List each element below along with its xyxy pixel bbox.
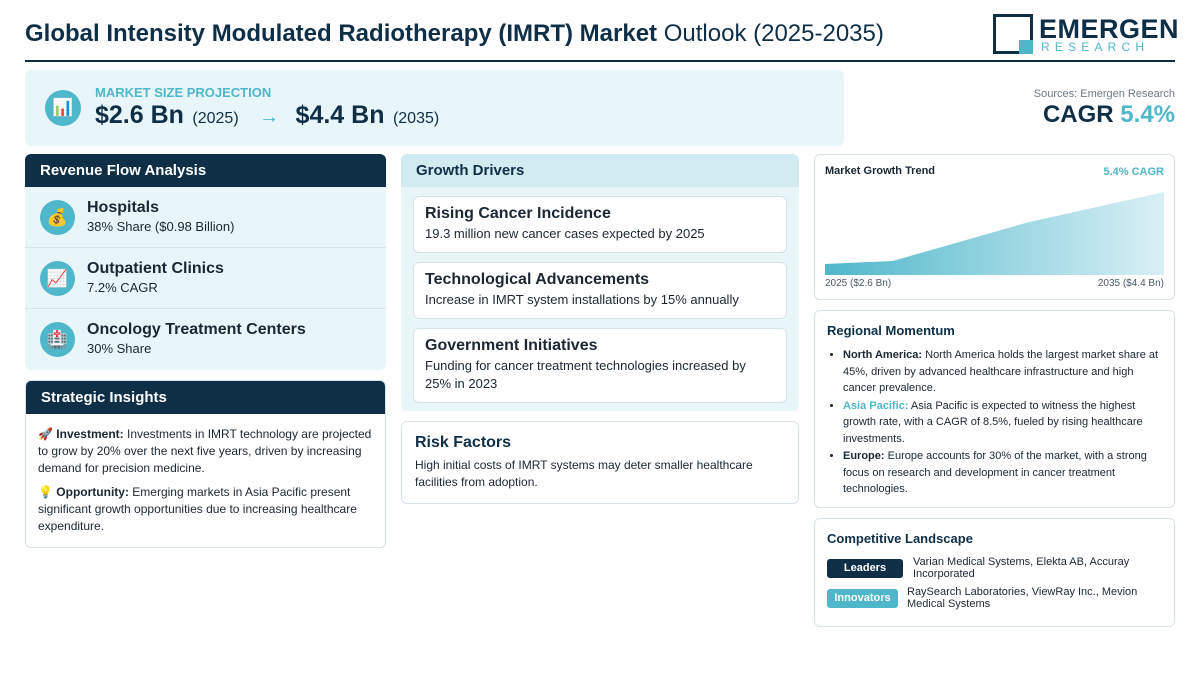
innovators-names: RaySearch Laboratories, ViewRay Inc., Me… (907, 586, 1138, 610)
region-label: Europe: (843, 450, 885, 462)
start-value: $2.6 Bn (95, 101, 184, 129)
market-size-panel: 📊 MARKET SIZE PROJECTION $2.6 Bn (2025) … (25, 70, 844, 146)
region-europe: Europe: Europe accounts for 30% of the m… (843, 448, 1162, 498)
emergen-logo: EMERGEN RESEARCH (993, 14, 1179, 56)
revenue-item-detail: 30% Share (87, 341, 152, 356)
end-value: $4.4 Bn (295, 101, 385, 129)
revenue-flow-title: Revenue Flow Analysis (25, 154, 386, 187)
end-year: (2035) (392, 110, 440, 127)
regional-momentum-title: Regional Momentum (827, 323, 955, 338)
region-label: Asia Pacific: (843, 399, 909, 412)
driver-government-initiatives: Government Initiatives Funding for cance… (413, 328, 787, 403)
trend-start-label: 2025 ($2.6 Bn) (825, 278, 892, 289)
region-text: Asia Pacific is expected to witness the … (843, 399, 1143, 445)
cagr-value: 5.4% (1120, 101, 1175, 128)
region-text: North America holds the largest market s… (843, 349, 1159, 394)
rocket-icon: 🚀 (38, 427, 53, 441)
market-size-label: MARKET SIZE PROJECTION (95, 85, 272, 100)
regional-momentum-card: Regional Momentum North America: North A… (814, 310, 1175, 508)
page-title: Global Intensity Modulated Radiotherapy … (25, 20, 884, 48)
insight-label: Investment: (56, 427, 124, 441)
strategic-insights-card: Strategic Insights 🚀 Investment: Investm… (25, 380, 386, 548)
insight-text: Emerging markets in Asia Pacific present… (38, 485, 357, 533)
insight-text: Investments in IMRT technology are proje… (38, 427, 372, 475)
region-text: Europe accounts for 30% of the market, w… (843, 450, 1147, 495)
revenue-item-name: Oncology Treatment Centers (87, 321, 306, 338)
revenue-item-name: Hospitals (87, 199, 160, 216)
risk-factors-title: Risk Factors (415, 434, 512, 451)
logo-text-sub: RESEARCH (1041, 40, 1150, 54)
market-trend-chart (825, 192, 1164, 275)
revenue-item-detail: 7.2% CAGR (87, 280, 158, 295)
market-trend-title: Market Growth Trend (825, 165, 936, 177)
competitive-landscape-card: Competitive Landscape Leaders Varian Med… (814, 518, 1175, 627)
hospital-icon: 🏥 (40, 322, 75, 357)
trend-chart-icon: 📈 (40, 261, 75, 296)
cagr-summary: Sources: Emergen Research CAGR 5.4% (1034, 88, 1175, 129)
driver-name: Rising Cancer Incidence (425, 205, 611, 222)
region-north-america: North America: North America holds the l… (843, 347, 1162, 397)
market-trend-cagr: 5.4% CAGR (1103, 166, 1164, 178)
leaders-row: Leaders Varian Medical Systems, Elekta A… (827, 556, 1167, 582)
growth-drivers-title: Growth Drivers (401, 154, 799, 187)
logo-mark-icon (993, 14, 1033, 54)
arrow-right-icon: → (259, 106, 280, 128)
insight-label: Opportunity: (56, 485, 129, 499)
cagr-headline: CAGR 5.4% (1034, 101, 1175, 129)
revenue-item-hospitals: 💰 Hospitals 38% Share ($0.98 Billion) (25, 187, 386, 248)
driver-name: Government Initiatives (425, 337, 598, 354)
revenue-item-oncology: 🏥 Oncology Treatment Centers 30% Share (25, 309, 386, 370)
revenue-item-name: Outpatient Clinics (87, 260, 224, 277)
lightbulb-icon: 💡 (38, 485, 53, 499)
competitive-landscape-title: Competitive Landscape (827, 531, 973, 546)
region-asia-pacific: Asia Pacific: Asia Pacific is expected t… (843, 398, 1162, 448)
leaders-names: Varian Medical Systems, Elekta AB, Accur… (913, 556, 1130, 580)
market-size-values: $2.6 Bn (2025) → $4.4 Bn (2035) (95, 101, 439, 130)
risk-factors-text: High initial costs of IMRT systems may d… (415, 458, 753, 489)
risk-factors-card: Risk Factors High initial costs of IMRT … (401, 421, 799, 504)
innovators-row: Innovators RaySearch Laboratories, ViewR… (827, 586, 1167, 612)
money-bag-icon: 💰 (40, 200, 75, 235)
trend-area-series (825, 192, 1164, 275)
insight-investment: 🚀 Investment: Investments in IMRT techno… (38, 426, 373, 477)
revenue-flow-card: Revenue Flow Analysis 💰 Hospitals 38% Sh… (25, 154, 386, 370)
logo-text-main: EMERGEN (1039, 14, 1180, 44)
growth-drivers-card: Growth Drivers Rising Cancer Incidence 1… (401, 154, 799, 411)
page-header: Global Intensity Modulated Radiotherapy … (25, 12, 1179, 62)
insight-opportunity: 💡 Opportunity: Emerging markets in Asia … (38, 484, 373, 535)
trend-end-label: 2035 ($4.4 Bn) (1097, 278, 1164, 289)
strategic-insights-body: 🚀 Investment: Investments in IMRT techno… (26, 414, 385, 535)
regional-list: North America: North America holds the l… (827, 347, 1162, 498)
page-title-light: Outlook (2025-2035) (663, 20, 884, 47)
driver-tech-advancements: Technological Advancements Increase in I… (413, 262, 787, 319)
driver-cancer-incidence: Rising Cancer Incidence 19.3 million new… (413, 196, 787, 253)
leaders-badge: Leaders (827, 559, 903, 578)
innovators-badge: Innovators (827, 589, 898, 608)
strategic-insights-title: Strategic Insights (26, 381, 385, 414)
driver-text: Increase in IMRT system installations by… (425, 292, 739, 307)
start-year: (2025) (192, 110, 239, 127)
driver-text: 19.3 million new cancer cases expected b… (425, 226, 705, 241)
revenue-item-detail: 38% Share ($0.98 Billion) (87, 219, 235, 234)
sources-text: Sources: Emergen Research (1033, 88, 1175, 100)
driver-name: Technological Advancements (425, 271, 650, 288)
revenue-item-outpatient: 📈 Outpatient Clinics 7.2% CAGR (25, 248, 386, 309)
driver-text: Funding for cancer treatment technologie… (425, 358, 746, 391)
cagr-label: CAGR (1042, 101, 1114, 128)
region-label: North America: (843, 349, 923, 361)
bar-chart-icon: 📊 (45, 90, 81, 126)
page-title-bold: Global Intensity Modulated Radiotherapy … (25, 20, 658, 47)
market-trend-card: Market Growth Trend 5.4% CAGR 2025 ($2.6… (814, 154, 1175, 300)
